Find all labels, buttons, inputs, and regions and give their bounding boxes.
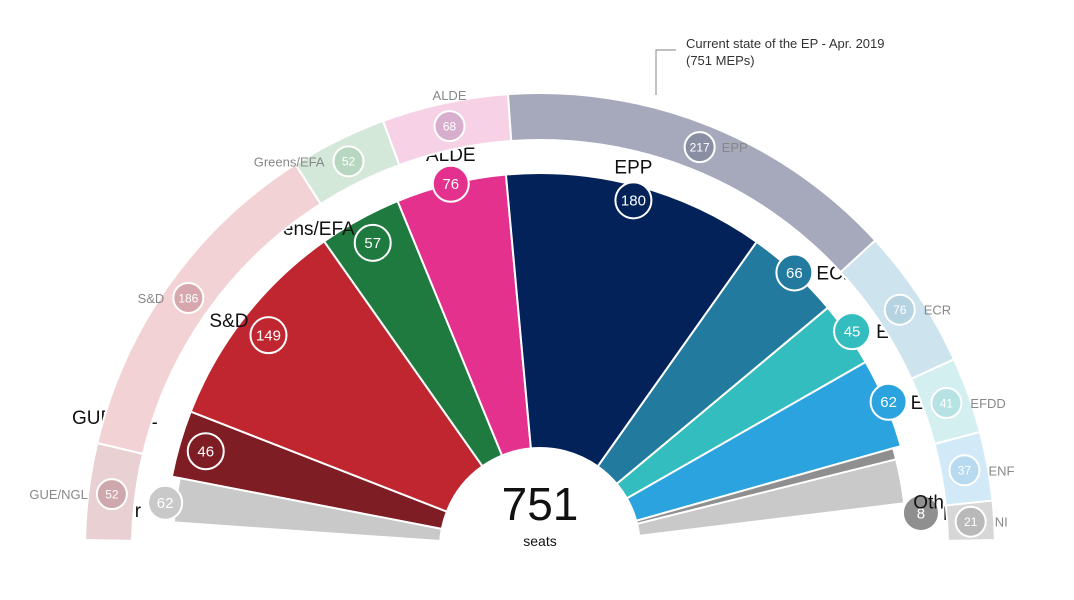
inner-sandd-badge xyxy=(249,316,288,355)
inner-ecr-badge xyxy=(775,253,814,292)
outer-enf-badge xyxy=(948,454,981,487)
outer-enf-label: ENF xyxy=(988,463,1014,478)
inner-wedge-epp xyxy=(504,172,759,468)
inner-sandd-label: S&D xyxy=(209,311,248,332)
inner-epp-badge xyxy=(614,181,653,220)
inner-wedge-enf xyxy=(625,360,903,523)
outer-epp-label: EPP xyxy=(722,140,748,155)
inner-ni-value: 8 xyxy=(917,505,925,522)
outer-ni-value: 21 xyxy=(964,515,978,529)
center-total: 751 seats xyxy=(502,478,579,549)
outer-sandd-value: 186 xyxy=(178,291,198,305)
outer-epp-value: 217 xyxy=(690,140,710,154)
outer-epp-badge xyxy=(683,131,716,164)
outer-ni-label: NI xyxy=(995,515,1008,530)
outer-greens-efa-label: Greens/EFA xyxy=(254,154,325,169)
inner-greens-efa-badge xyxy=(353,223,392,262)
outer-ecr-label: ECR xyxy=(924,303,951,318)
inner-alde-value: 76 xyxy=(442,176,459,193)
annotation-line-2: (751 MEPs) xyxy=(686,53,755,68)
inner-other-badge xyxy=(147,484,184,521)
inner-epp-label: EPP xyxy=(614,157,652,178)
annotation-callout: Current state of the EP - Apr. 2019 (751… xyxy=(655,36,885,95)
outer-ecr-badge xyxy=(883,293,916,326)
total-seats-unit: seats xyxy=(523,533,556,549)
inner-sandd-value: 149 xyxy=(256,328,281,345)
outer-gue-ngl-value: 52 xyxy=(105,487,119,501)
inner-epp-value: 180 xyxy=(621,193,646,210)
inner-other-value: 62 xyxy=(157,495,174,512)
inner-ni-badge xyxy=(901,494,940,532)
outer-efdd-badge xyxy=(930,387,963,420)
outer-alde-badge xyxy=(433,110,466,143)
outer-gue-ngl-badge xyxy=(95,478,128,511)
inner-ring: 46GUE/NGL149S&D57Greens/EFA76ALDE180EPP6… xyxy=(72,145,962,543)
outer-ring: 52 GUE/NGL 186 S&D 52 Greens/EFA 68 ALDE 217 EPP 7… xyxy=(29,88,1015,542)
inner-efdd-value: 45 xyxy=(844,324,861,341)
inner-wedge-sandd xyxy=(189,239,484,513)
outer-sandd-label: S&D xyxy=(138,291,165,306)
outer-sandd-badge xyxy=(172,281,205,314)
outer-enf-value: 37 xyxy=(958,464,972,478)
inner-efdd-badge xyxy=(833,312,872,351)
outer-greens-efa-value: 52 xyxy=(342,155,356,169)
annotation-line-1: Current state of the EP - Apr. 2019 xyxy=(686,36,885,51)
inner-enf-value: 62 xyxy=(880,394,897,411)
inner-enf-badge xyxy=(869,382,908,421)
outer-greens-efa-badge xyxy=(332,145,365,178)
outer-efdd-label: EFDD xyxy=(970,396,1005,411)
inner-alde-badge xyxy=(431,164,470,203)
outer-efdd-value: 41 xyxy=(940,396,954,410)
inner-gue-ngl-value: 46 xyxy=(197,444,214,461)
inner-greens-efa-value: 57 xyxy=(364,235,381,252)
inner-ecr-value: 66 xyxy=(786,265,803,282)
annotation-leader-line xyxy=(655,49,676,95)
outer-ecr-value: 76 xyxy=(893,303,907,317)
outer-gue-ngl-label: GUE/NGL xyxy=(29,487,88,502)
outer-ni-badge xyxy=(954,505,987,538)
total-seats-number: 751 xyxy=(502,478,579,530)
inner-wedge-other-right xyxy=(635,458,906,537)
outer-alde-value: 68 xyxy=(443,119,457,133)
outer-alde-label: ALDE xyxy=(433,88,467,103)
inner-gue-ngl-badge xyxy=(186,432,225,471)
